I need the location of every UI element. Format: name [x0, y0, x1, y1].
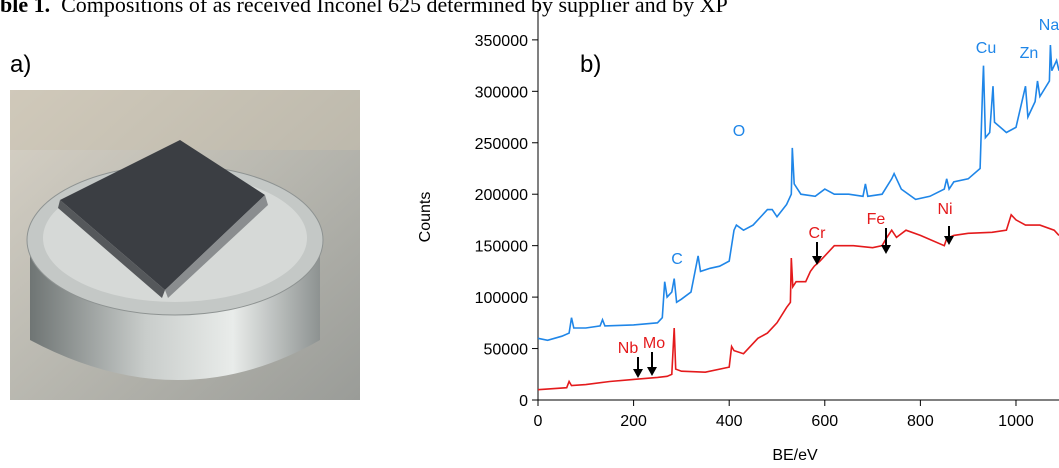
y-axis-title: Counts: [417, 192, 434, 243]
peak-label: O: [733, 123, 745, 140]
y-tick-label: 250000: [475, 136, 528, 153]
peak-label: Mo: [643, 335, 665, 352]
arrow-head: [812, 256, 822, 265]
y-tick-label: 200000: [475, 187, 528, 204]
x-tick-label: 0: [534, 413, 543, 430]
spectrum-line: [537, 213, 1059, 391]
y-tick-label: 50000: [484, 342, 529, 359]
y-tick-label: 0: [519, 393, 528, 410]
arrow-head: [881, 245, 891, 254]
y-tick-label: 350000: [475, 33, 528, 50]
x-tick-label: 400: [716, 413, 743, 430]
peak-label: Nb: [618, 340, 639, 357]
panel-label: a): [10, 51, 31, 78]
panel-label: b): [580, 51, 601, 78]
peak-label: Ni: [937, 201, 952, 218]
peak-label: Na: [1039, 17, 1059, 34]
spectrum-line: [537, 44, 1059, 342]
x-tick-label: 1000: [998, 413, 1034, 430]
x-axis-title: BE/eV: [772, 447, 818, 464]
caption: ble 1. Compositions of as received Incon…: [0, 0, 728, 18]
y-tick-label: 150000: [475, 239, 528, 256]
x-tick-label: 800: [907, 413, 934, 430]
photo: [10, 90, 360, 400]
caption-text: Compositions of as received Inconel 625 …: [61, 0, 728, 17]
arrow-head: [944, 236, 954, 245]
arrow-head: [633, 369, 643, 378]
y-tick-label: 300000: [475, 84, 528, 101]
x-tick-label: 600: [811, 413, 838, 430]
peak-label: Fe: [867, 211, 886, 228]
peak-label: Cu: [976, 40, 996, 57]
arrow-head: [647, 367, 657, 376]
peak-label: Zn: [1020, 45, 1039, 62]
y-tick-label: 100000: [475, 290, 528, 307]
caption-label: ble 1.: [0, 0, 51, 17]
x-tick-label: 200: [620, 413, 647, 430]
peak-label: C: [671, 251, 683, 268]
peak-label: Cr: [809, 225, 827, 242]
